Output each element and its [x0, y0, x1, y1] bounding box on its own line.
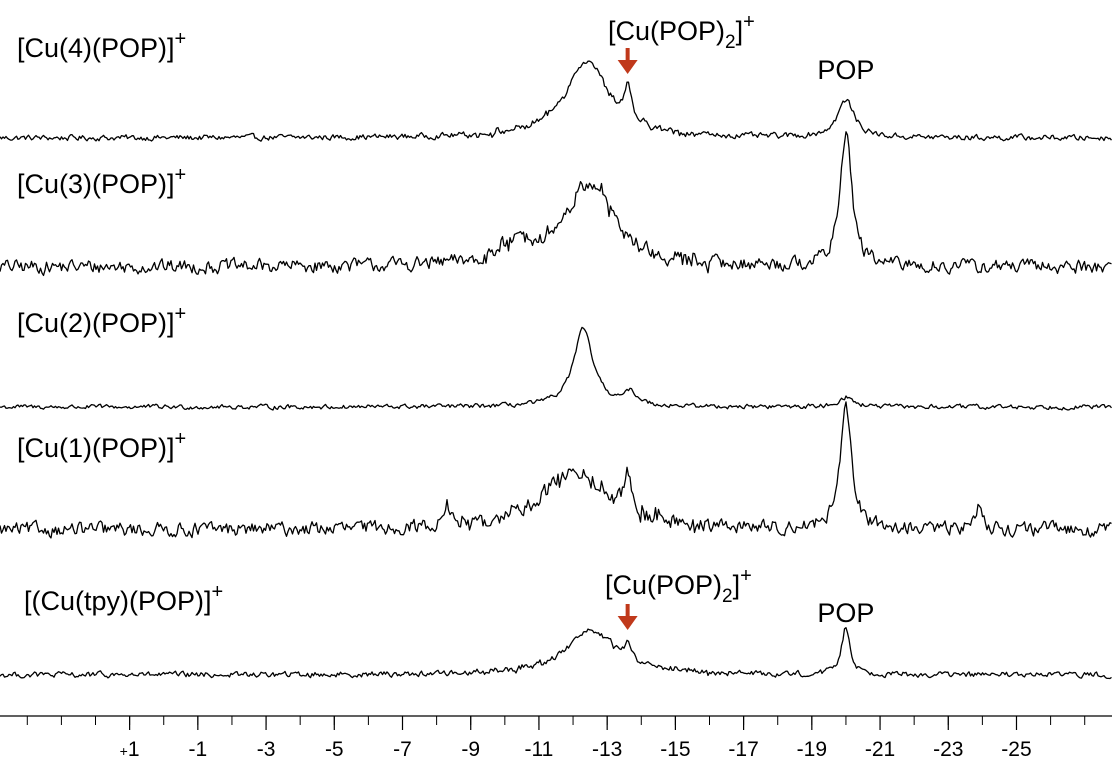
- spectrum-trace-2: [0, 131, 1112, 277]
- x-tick-label-7: -13: [592, 738, 622, 761]
- x-tick-label-13: -25: [1001, 738, 1031, 761]
- x-tick-label-4: -7: [393, 738, 412, 761]
- x-tick-label-6: -11: [525, 738, 554, 761]
- peak-annotations: [Cu(POP)2]+ POP [Cu(POP)2]+ POP: [605, 11, 874, 630]
- arrow-label: [Cu(POP)2]+: [605, 565, 752, 607]
- spectrum-labels: [Cu(4)(POP)]+ [Cu(3)(POP)]+ [Cu(2)(POP)]+ […: [17, 28, 223, 616]
- x-tick-label-3: -5: [325, 738, 344, 761]
- arrow-head-icon: [617, 60, 638, 74]
- x-tick-label-8: -15: [660, 738, 690, 761]
- spectrum-trace-5: [0, 627, 1112, 680]
- spectrum-trace-3: [0, 326, 1112, 411]
- x-tick-label-9: -17: [728, 738, 758, 761]
- x-tick-label-12: -23: [933, 738, 963, 761]
- peak-label-1-1: POP: [817, 55, 874, 85]
- arrow-label: [Cu(POP)2]+: [608, 11, 755, 53]
- x-axis: +1 -1 -3 -5 -7 -9 -11 -13 -15 -17 -19 -21 -23 -25: [0, 715, 1112, 761]
- arrow-annotation-1-0: [Cu(POP)2]+: [608, 11, 755, 74]
- x-tick-label-10: -19: [797, 738, 827, 761]
- series-label-5: [(Cu(tpy)(POP)]+: [24, 581, 223, 616]
- series-label-1: [Cu(4)(POP)]+: [17, 28, 186, 63]
- x-tick-label-11: -21: [865, 738, 895, 761]
- spectrum-traces: [0, 60, 1112, 680]
- x-tick-label-2: -3: [257, 738, 276, 761]
- series-label-3: [Cu(2)(POP)]+: [17, 303, 186, 338]
- series-label-2: [Cu(3)(POP)]+: [17, 164, 186, 199]
- arrow-annotation-5-0: [Cu(POP)2]+: [605, 565, 752, 630]
- series-label-4: [Cu(1)(POP)]+: [17, 428, 186, 463]
- x-tick-label-0: +1: [120, 738, 140, 761]
- peak-label-5-1: POP: [817, 598, 874, 628]
- spectrum-trace-4: [0, 401, 1112, 539]
- arrow-head-icon: [617, 616, 638, 630]
- spectrum-trace-1: [0, 60, 1112, 142]
- x-tick-label-5: -9: [461, 738, 480, 761]
- x-tick-label-1: -1: [188, 738, 207, 761]
